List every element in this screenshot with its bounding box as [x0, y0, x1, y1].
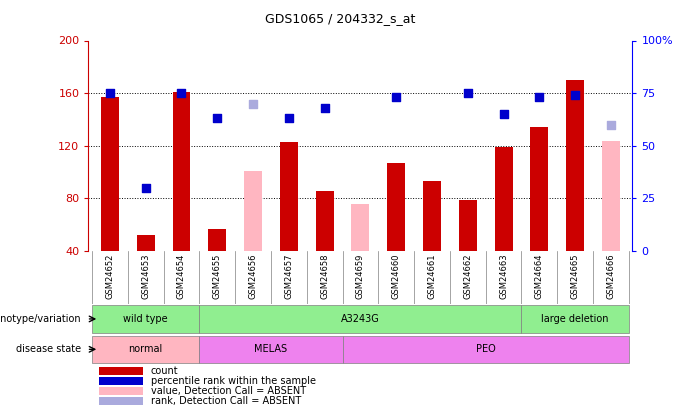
Text: GSM24664: GSM24664: [535, 254, 544, 299]
Point: [462, 90, 473, 96]
Bar: [244, 171, 262, 251]
Text: disease state: disease state: [16, 344, 82, 354]
Bar: [459, 200, 477, 251]
Text: GSM24660: GSM24660: [392, 254, 401, 299]
Bar: [199, 336, 343, 363]
Point: [176, 90, 187, 96]
Bar: [423, 181, 441, 251]
Text: genotype/variation: genotype/variation: [0, 314, 82, 324]
Text: rank, Detection Call = ABSENT: rank, Detection Call = ABSENT: [151, 396, 301, 405]
Bar: [99, 397, 143, 405]
Text: value, Detection Call = ABSENT: value, Detection Call = ABSENT: [151, 386, 306, 396]
Bar: [494, 147, 513, 251]
Text: MELAS: MELAS: [254, 344, 288, 354]
Bar: [92, 305, 199, 333]
Point: [498, 111, 509, 117]
Point: [534, 94, 545, 100]
Text: GSM24662: GSM24662: [463, 254, 473, 299]
Bar: [343, 336, 629, 363]
Text: GSM24652: GSM24652: [105, 254, 114, 299]
Text: GSM24654: GSM24654: [177, 254, 186, 299]
Text: wild type: wild type: [123, 314, 168, 324]
Point: [248, 100, 258, 107]
Text: count: count: [151, 366, 179, 375]
Text: GSM24665: GSM24665: [571, 254, 579, 299]
Bar: [566, 80, 584, 251]
Bar: [101, 97, 119, 251]
Bar: [352, 204, 369, 251]
Point: [319, 104, 330, 111]
Bar: [387, 163, 405, 251]
Text: GDS1065 / 204332_s_at: GDS1065 / 204332_s_at: [265, 12, 415, 25]
Bar: [99, 377, 143, 385]
Text: GSM24663: GSM24663: [499, 254, 508, 299]
Text: GSM24659: GSM24659: [356, 254, 365, 299]
Bar: [602, 141, 620, 251]
Bar: [199, 305, 522, 333]
Text: A3243G: A3243G: [341, 314, 379, 324]
Point: [570, 92, 581, 98]
Point: [211, 115, 222, 122]
Text: normal: normal: [129, 344, 163, 354]
Bar: [173, 92, 190, 251]
Text: GSM24657: GSM24657: [284, 254, 293, 299]
Point: [140, 185, 151, 191]
Text: GSM24655: GSM24655: [213, 254, 222, 299]
Bar: [316, 190, 334, 251]
Bar: [99, 367, 143, 375]
Bar: [280, 142, 298, 251]
Text: large deletion: large deletion: [541, 314, 609, 324]
Text: GSM24653: GSM24653: [141, 254, 150, 299]
Bar: [208, 229, 226, 251]
Point: [105, 90, 116, 96]
Bar: [522, 305, 629, 333]
Text: percentile rank within the sample: percentile rank within the sample: [151, 376, 316, 386]
Bar: [530, 127, 548, 251]
Text: GSM24666: GSM24666: [607, 254, 615, 299]
Point: [605, 122, 616, 128]
Text: GSM24656: GSM24656: [248, 254, 258, 299]
Point: [284, 115, 294, 122]
Bar: [137, 235, 154, 251]
Text: GSM24661: GSM24661: [428, 254, 437, 299]
Bar: [99, 387, 143, 395]
Bar: [92, 336, 199, 363]
Text: GSM24658: GSM24658: [320, 254, 329, 299]
Text: PEO: PEO: [476, 344, 496, 354]
Point: [391, 94, 402, 100]
